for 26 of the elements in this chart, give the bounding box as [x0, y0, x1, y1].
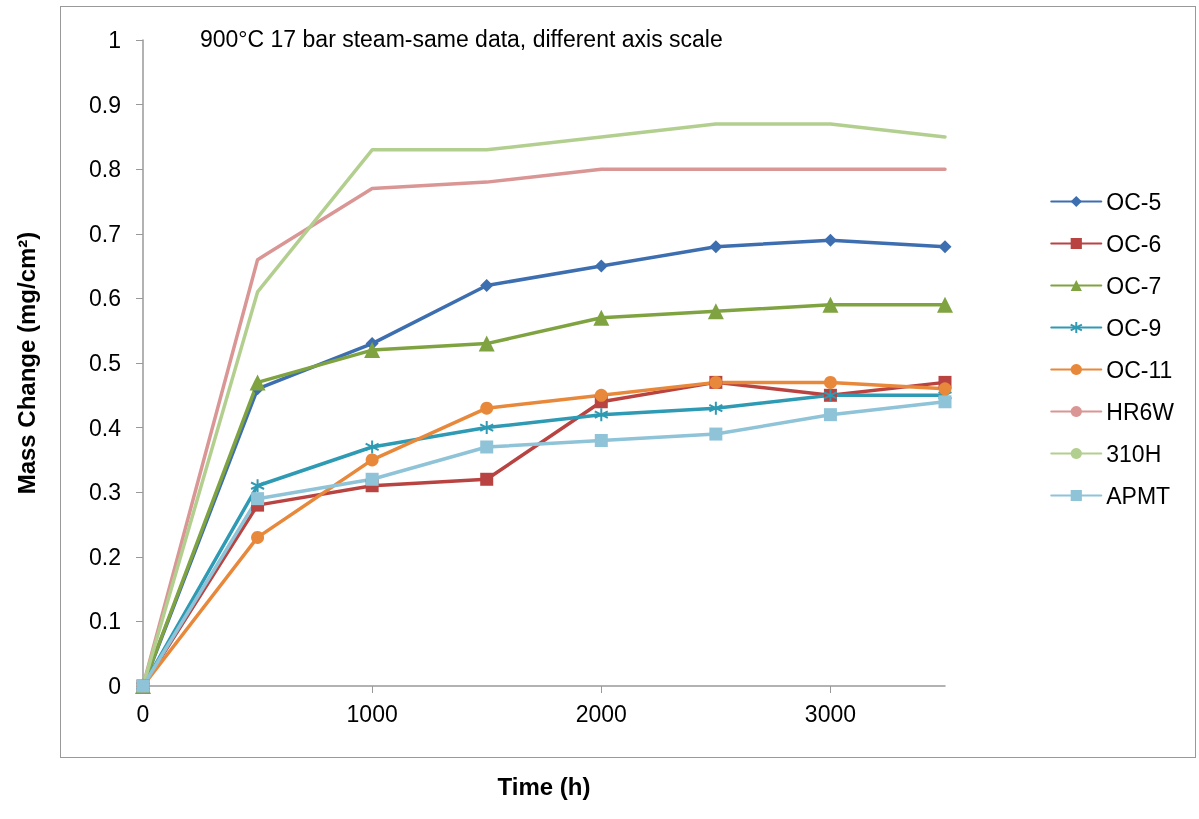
y-tick-label: 1: [108, 27, 121, 53]
y-tick-label: 0.3: [89, 479, 121, 506]
y-tick-label: 0.1: [89, 608, 121, 635]
y-tick-label: 0.8: [89, 156, 121, 183]
legend-label: HR6W: [1106, 398, 1175, 425]
y-tick-label: 0: [108, 673, 121, 699]
x-tick-label: 2000: [575, 700, 627, 727]
chart-title: 900°C 17 bar steam-same data, different axis scale: [200, 25, 723, 52]
legend-label: OC-7: [1106, 272, 1162, 299]
legend-label: APMT: [1106, 482, 1171, 509]
y-tick-label: 0.9: [89, 91, 121, 118]
legend-label: 310H: [1106, 440, 1162, 467]
legend-label: OC-5: [1106, 188, 1162, 215]
y-tick-label: 0.4: [89, 414, 122, 441]
legend-label: OC-9: [1106, 314, 1162, 341]
legend-label: OC-11: [1106, 356, 1173, 383]
x-axis-title: Time (h): [497, 772, 591, 800]
y-axis-title: Mass Change (mg/cm²): [12, 231, 40, 495]
y-tick-label: 0.6: [89, 285, 121, 312]
x-tick-label: 1000: [346, 700, 398, 727]
x-tick-label: 0: [136, 700, 150, 727]
y-tick-label: 0.2: [89, 543, 121, 570]
y-tick-label: 0.7: [89, 220, 121, 247]
legend-label: OC-6: [1106, 230, 1162, 257]
x-tick-label: 3000: [804, 700, 857, 727]
y-tick-label: 0.5: [89, 350, 121, 376]
